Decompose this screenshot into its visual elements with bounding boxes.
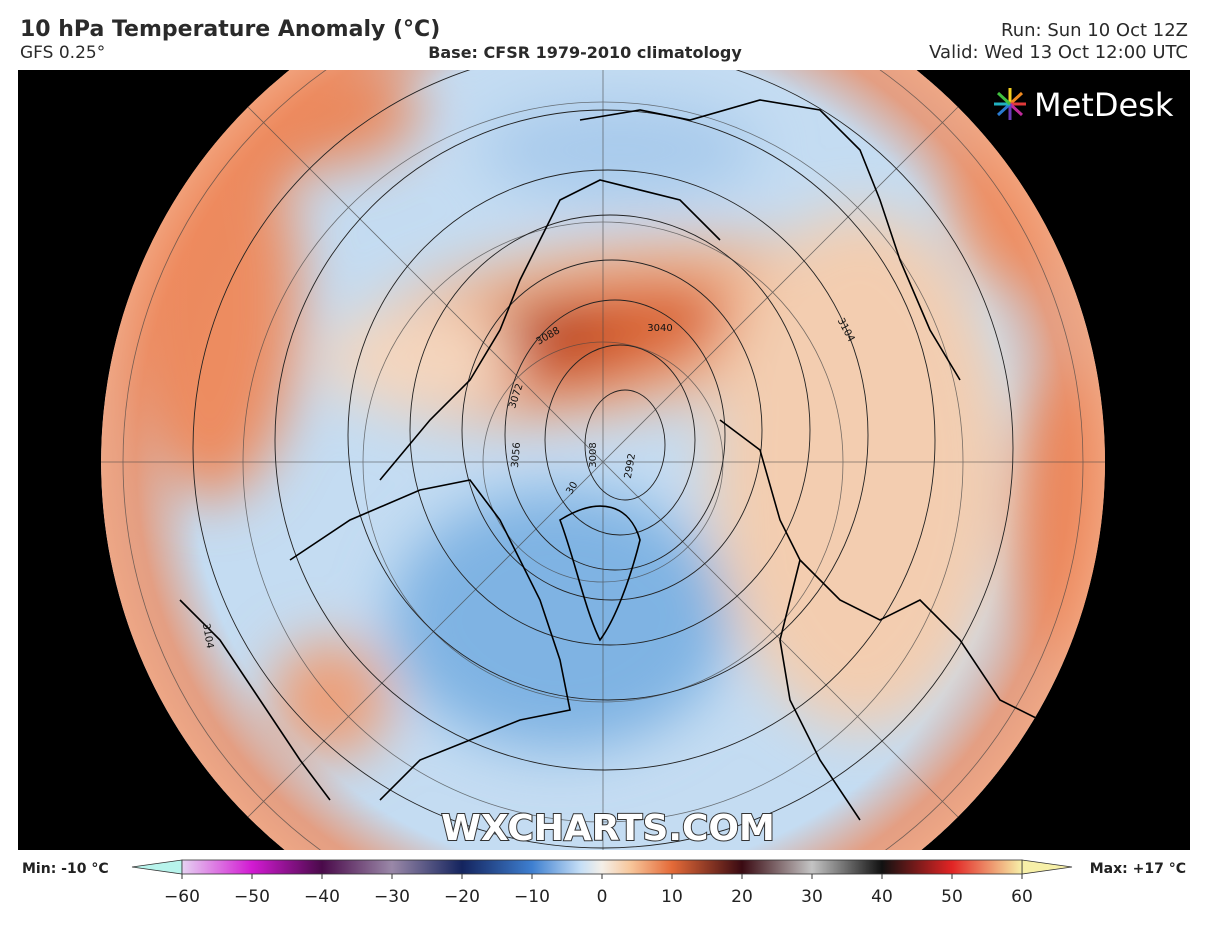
colorbar-tick-label: 50 — [941, 887, 963, 907]
valid: Valid: Wed 13 Oct 12:00 UTC — [929, 42, 1188, 63]
logo-text: MetDesk — [1034, 86, 1174, 124]
run: Run: Sun 10 Oct 12Z — [1001, 20, 1188, 41]
colorbar-tick-label: −30 — [374, 887, 410, 907]
colorbar-tick-label: −20 — [444, 887, 480, 907]
logo: MetDesk — [982, 76, 1186, 130]
contour-label: 2992 — [623, 453, 638, 480]
colorbar-bar — [181, 859, 1023, 875]
coastlines — [179, 99, 1041, 821]
contour-label: 3040 — [647, 323, 672, 334]
contour-label: 3056 — [510, 442, 523, 468]
max-label: Max: +17 °C — [1090, 861, 1186, 877]
colorbar-tick-label: −40 — [304, 887, 340, 907]
colorbar-tick-label: 60 — [1011, 887, 1033, 907]
base: Base: CFSR 1979-2010 climatology — [428, 43, 742, 62]
watermark: WXCHARTS.COM — [441, 808, 775, 849]
colorbar-tick-label: −10 — [514, 887, 550, 907]
height-contours — [192, 70, 1014, 849]
colorbar-extend-min — [131, 859, 183, 875]
colorbar-tick-label: 0 — [597, 887, 608, 907]
colorbar-tick-label: 30 — [801, 887, 823, 907]
model: GFS 0.25° — [20, 43, 105, 63]
title: 10 hPa Temperature Anomaly (°C) — [20, 17, 440, 42]
colorbar-tick-label: 20 — [731, 887, 753, 907]
colorbar-tick-label: −60 — [164, 887, 200, 907]
contour-label: 3008 — [588, 442, 599, 467]
colorbar-tick-label: 40 — [871, 887, 893, 907]
globe — [101, 70, 1105, 850]
colorbar-tick-label: 10 — [661, 887, 683, 907]
min-label: Min: -10 °C — [22, 861, 109, 877]
colorbar-extend-max — [1021, 859, 1073, 875]
colorbar-tick-label: −50 — [234, 887, 270, 907]
colorbar: −60 −50 −40 −30 −20 −10 0 10 20 30 40 50 60 — [131, 859, 1073, 907]
contour-label: 3104 — [200, 623, 215, 650]
